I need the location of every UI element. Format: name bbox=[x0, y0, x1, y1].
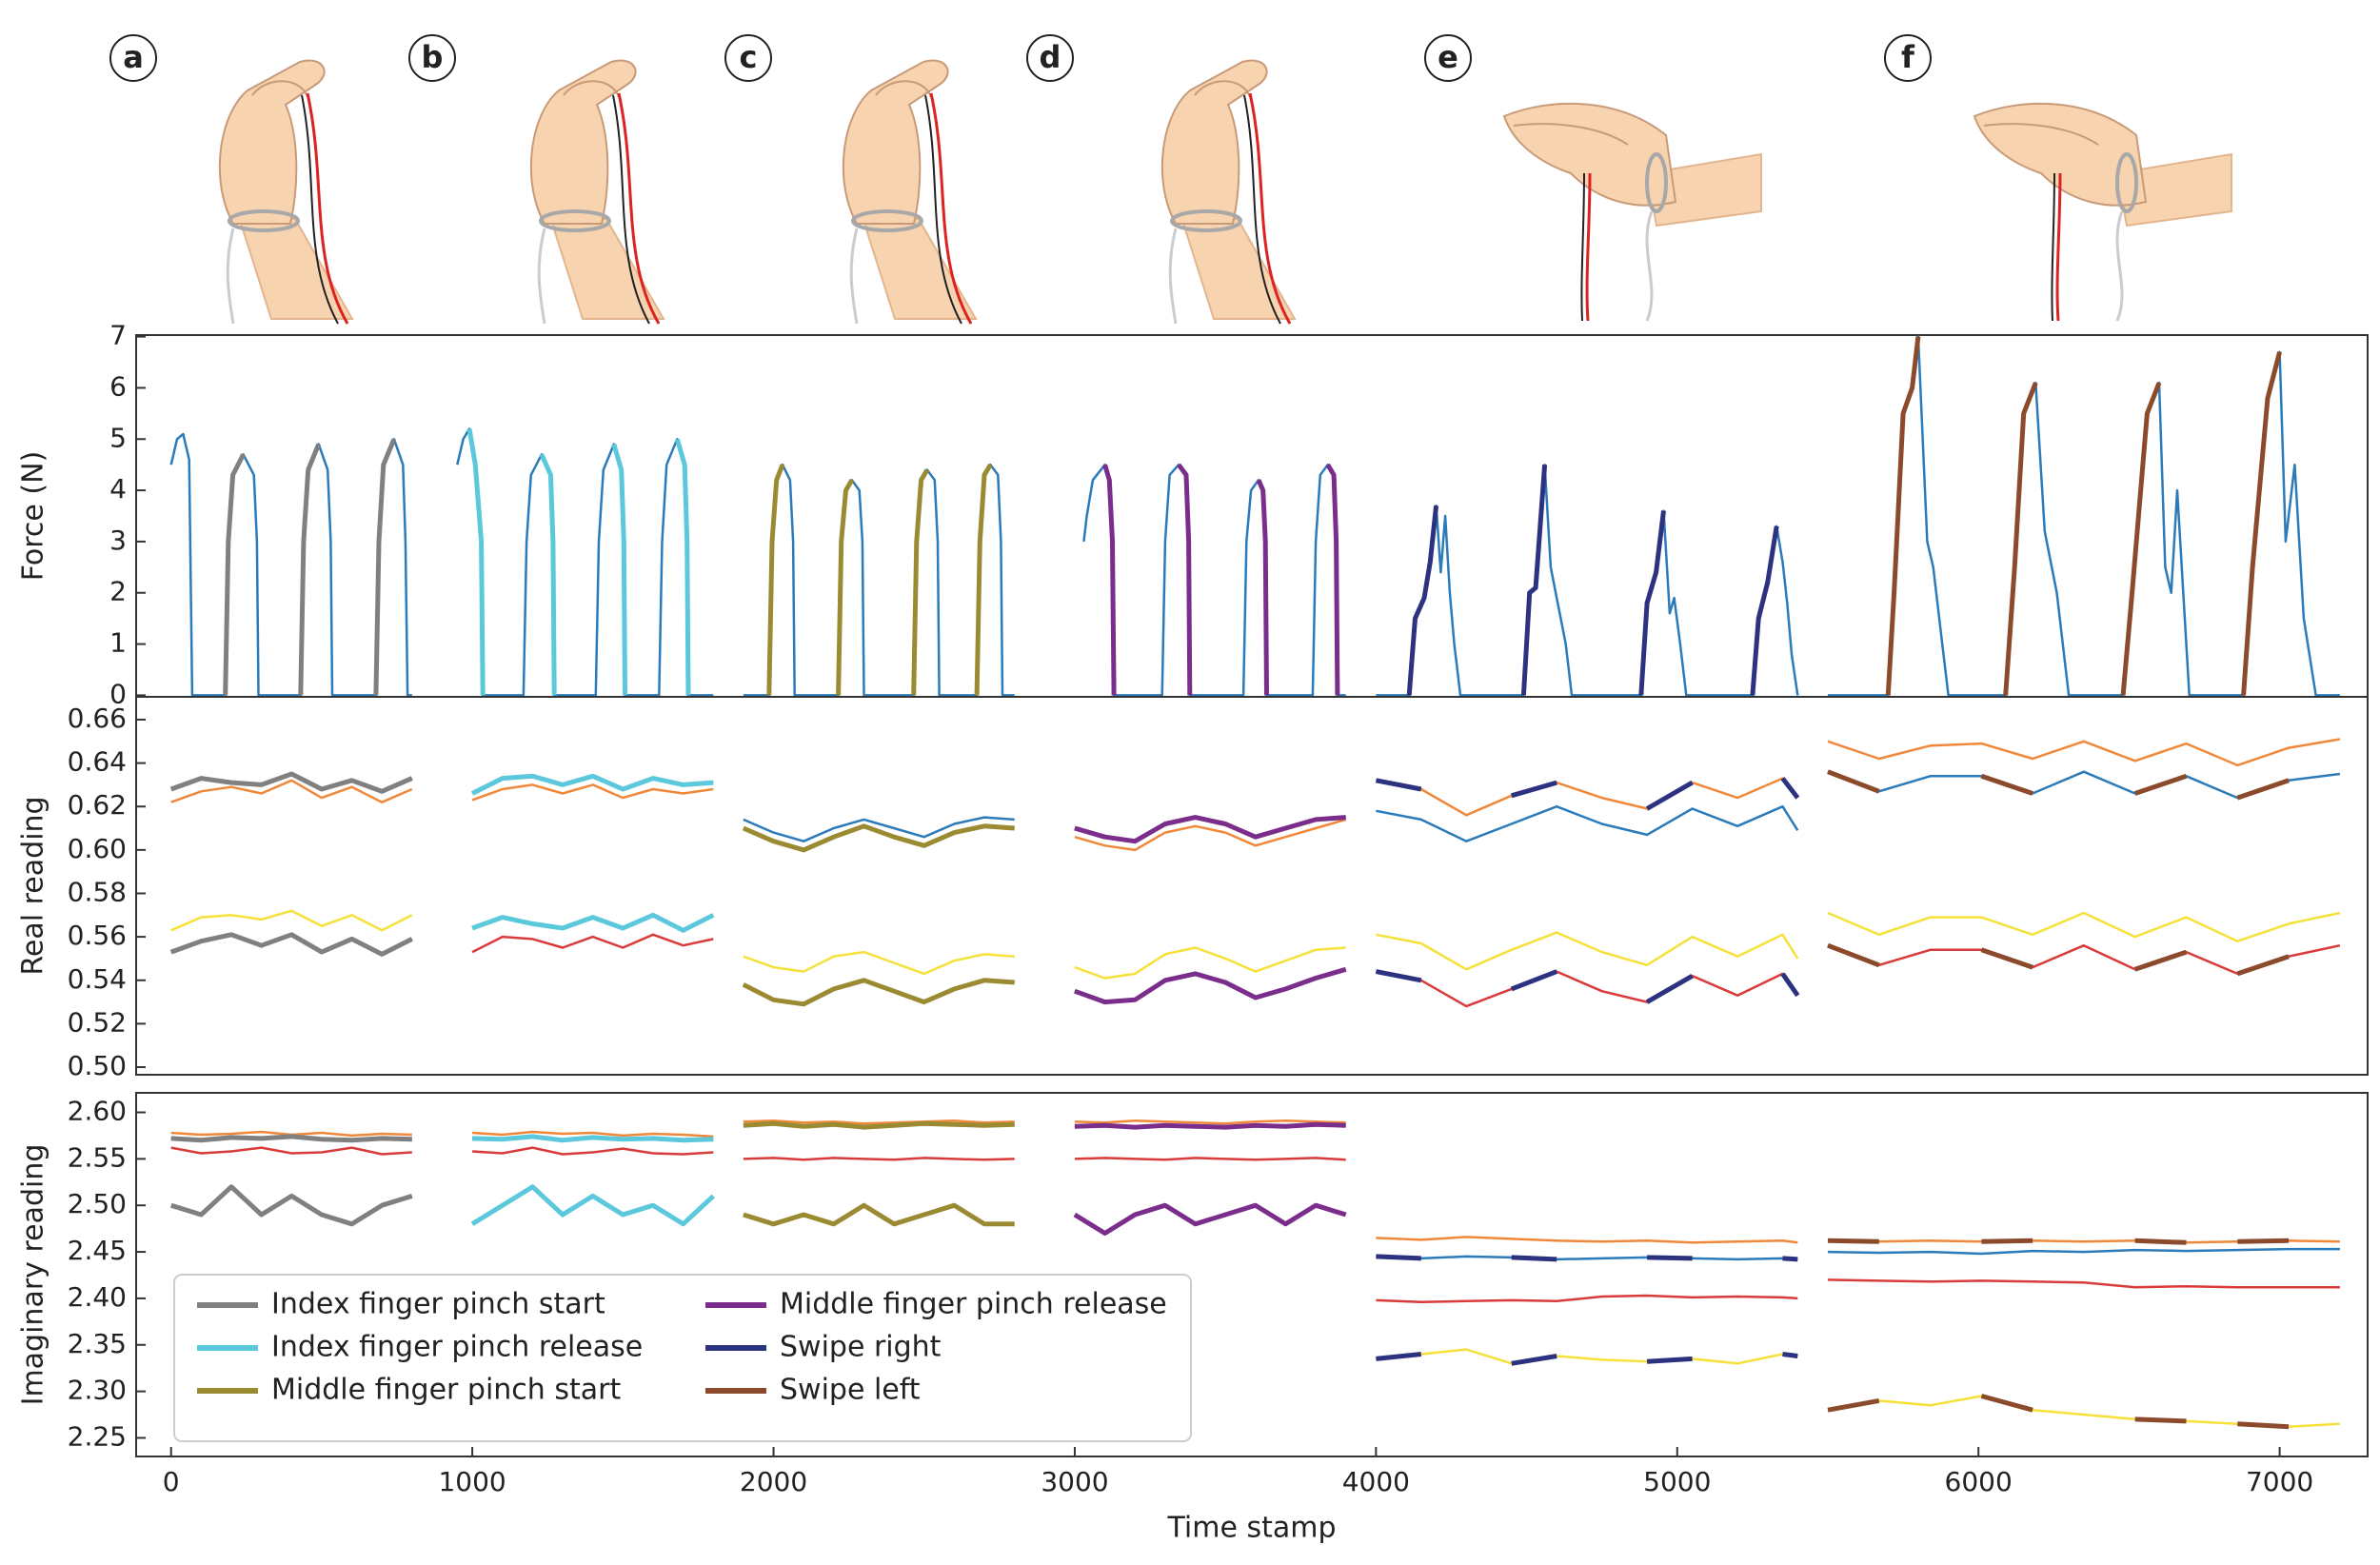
legend-label: Middle finger pinch start bbox=[271, 1374, 621, 1407]
signal-line bbox=[470, 773, 715, 933]
panel-badge bbox=[1884, 34, 1932, 82]
y-tick-label: 2.25 bbox=[68, 1420, 127, 1452]
signal-line bbox=[742, 823, 1015, 1007]
signal-line bbox=[1827, 769, 2290, 977]
y-tick-label: 2 bbox=[109, 576, 127, 607]
x-tick-label: 3000 bbox=[1041, 1466, 1108, 1497]
x-tick-label: 7000 bbox=[2246, 1466, 2313, 1497]
plot-frame bbox=[135, 1092, 2369, 1457]
panel-badge bbox=[109, 34, 157, 82]
gesture-line bbox=[743, 1120, 1015, 1227]
panel-badge bbox=[1026, 34, 1074, 82]
illustration bbox=[841, 58, 978, 326]
x-axis-label: Time stamp bbox=[1167, 1512, 1337, 1545]
panel-label: e bbox=[1438, 39, 1458, 75]
signal-line bbox=[223, 438, 397, 696]
signal-line bbox=[1406, 465, 1779, 696]
y-tick-label: 2.35 bbox=[68, 1328, 127, 1359]
y-tick-label: 2.30 bbox=[68, 1375, 127, 1406]
gesture-line bbox=[169, 1134, 413, 1227]
panel-label: c bbox=[740, 39, 758, 75]
signal-line bbox=[169, 771, 413, 957]
y-axis-label: Imaginary reading bbox=[17, 1144, 50, 1406]
y-tick-label: 0.62 bbox=[68, 789, 127, 821]
y-tick-label: 4 bbox=[109, 473, 127, 505]
y-axis-label: Real reading bbox=[17, 796, 50, 975]
x-tick-label: 2000 bbox=[740, 1466, 807, 1497]
y-tick-label: 7 bbox=[109, 320, 127, 351]
y-tick-label: 2.45 bbox=[68, 1235, 127, 1266]
illustration bbox=[1160, 58, 1297, 326]
legend-label: Middle finger pinch release bbox=[780, 1288, 1167, 1321]
signal-line bbox=[1074, 815, 1347, 1005]
signal-line bbox=[1885, 336, 2283, 696]
legend-label: Index finger pinch release bbox=[271, 1331, 643, 1364]
y-tick-label: 0.58 bbox=[68, 876, 127, 907]
y-tick-label: 3 bbox=[109, 525, 127, 556]
panel-label: b bbox=[422, 39, 444, 75]
x-tick-label: 6000 bbox=[1945, 1466, 2013, 1497]
panel-badge bbox=[724, 34, 772, 82]
illustration bbox=[1502, 101, 1763, 323]
legend-label: Index finger pinch start bbox=[271, 1288, 605, 1321]
gesture-line bbox=[470, 1134, 716, 1227]
gesture-line bbox=[1073, 1121, 1347, 1236]
signal-line bbox=[1375, 777, 1800, 1004]
signal-line bbox=[466, 428, 691, 696]
y-tick-label: 1 bbox=[109, 627, 127, 659]
panel-badge bbox=[408, 34, 456, 82]
x-tick-label: 1000 bbox=[438, 1466, 506, 1497]
y-tick-label: 0.50 bbox=[68, 1050, 127, 1081]
y-tick-label: 0.56 bbox=[68, 920, 127, 951]
y-tick-label: 0 bbox=[109, 678, 127, 709]
illustration bbox=[528, 58, 665, 326]
signal-line bbox=[766, 463, 993, 696]
x-tick-label: 4000 bbox=[1342, 1466, 1410, 1497]
y-tick-label: 2.55 bbox=[68, 1141, 127, 1173]
panel-badge bbox=[1424, 34, 1472, 82]
y-tick-label: 2.60 bbox=[68, 1096, 127, 1127]
x-tick-label: 5000 bbox=[1643, 1466, 1711, 1497]
y-tick-label: 0.52 bbox=[68, 1006, 127, 1038]
y-tick-label: 0.60 bbox=[68, 833, 127, 864]
y-tick-label: 0.64 bbox=[68, 746, 127, 778]
signal-line bbox=[170, 738, 2341, 852]
y-tick-label: 5 bbox=[109, 422, 127, 453]
y-tick-label: 2.50 bbox=[68, 1188, 127, 1219]
y-tick-label: 0.66 bbox=[68, 703, 127, 734]
legend-box bbox=[173, 1274, 1192, 1442]
illustration bbox=[217, 58, 354, 326]
y-tick-label: 2.40 bbox=[68, 1281, 127, 1313]
plot-frame bbox=[135, 696, 2369, 1076]
panel-label: a bbox=[123, 39, 144, 75]
gesture-line bbox=[1827, 1238, 2290, 1430]
x-tick-label: 0 bbox=[163, 1466, 180, 1497]
y-tick-label: 6 bbox=[109, 370, 127, 402]
gesture-line bbox=[1376, 1254, 1798, 1366]
legend-label: Swipe right bbox=[780, 1331, 942, 1364]
legend-label: Swipe left bbox=[780, 1374, 921, 1407]
y-tick-label: 0.54 bbox=[68, 963, 127, 995]
signal-line bbox=[170, 1146, 2340, 1304]
y-axis-label: Force (N) bbox=[17, 451, 50, 582]
signal-line bbox=[1102, 463, 1340, 696]
panel-label: f bbox=[1901, 39, 1915, 75]
signal-line bbox=[169, 335, 2340, 697]
illustration bbox=[1973, 101, 2233, 323]
panel-label: d bbox=[1040, 39, 1061, 75]
